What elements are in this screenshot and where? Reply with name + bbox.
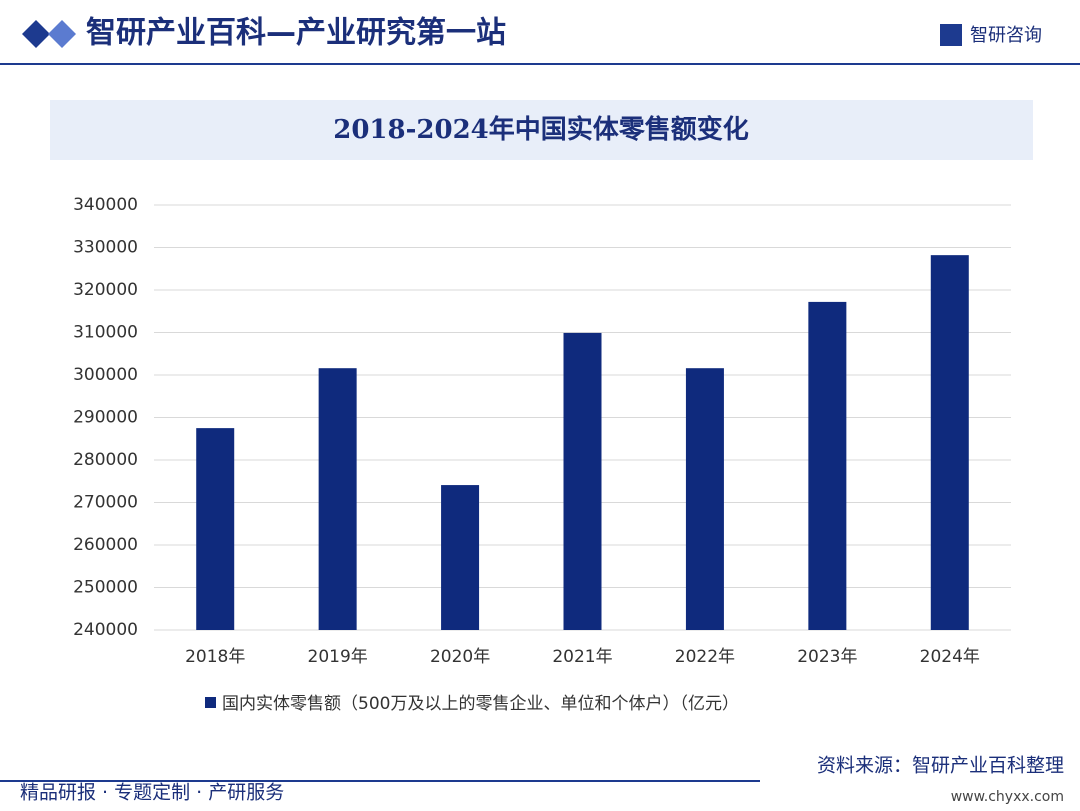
y-tick-label: 300000 — [73, 365, 138, 385]
title-panel — [50, 100, 1033, 160]
x-tick-label: 2018年 — [185, 647, 245, 667]
footer-slogan: 精品研报 · 专题定制 · 产研服务 — [20, 782, 284, 804]
bar — [318, 368, 357, 630]
legend-swatch — [205, 697, 216, 708]
bar — [930, 255, 969, 630]
x-tick-label: 2021年 — [552, 647, 612, 667]
y-tick-label: 330000 — [73, 238, 138, 258]
bar — [441, 485, 480, 630]
legend-label: 国内实体零售额（500万及以上的零售企业、单位和个体户）（亿元） — [222, 694, 739, 714]
y-tick-label: 290000 — [73, 408, 138, 428]
bar — [196, 428, 235, 630]
y-tick-label: 250000 — [73, 578, 138, 598]
x-tick-label: 2019年 — [308, 647, 368, 667]
y-tick-label: 240000 — [73, 620, 138, 640]
y-tick-label: 260000 — [73, 535, 138, 555]
x-tick-label: 2022年 — [675, 647, 735, 667]
logo-icon — [940, 24, 962, 46]
bar — [808, 301, 847, 630]
x-tick-label: 2024年 — [920, 647, 980, 667]
y-tick-label: 320000 — [73, 280, 138, 300]
y-tick-label: 340000 — [73, 195, 138, 215]
x-tick-label: 2020年 — [430, 647, 490, 667]
bar — [563, 332, 602, 630]
source: 资料来源：智研产业百科整理 — [817, 755, 1064, 777]
y-tick-label: 270000 — [73, 493, 138, 513]
y-tick-label: 280000 — [73, 450, 138, 470]
chart-title: 2018-2024年中国实体零售额变化 — [333, 114, 749, 145]
y-tick-label: 310000 — [73, 323, 138, 343]
header-title: 智研产业百科—产业研究第一站 — [86, 16, 506, 51]
bar — [685, 368, 724, 630]
x-tick-label: 2023年 — [797, 647, 857, 667]
logo-text: 智研咨询 — [970, 25, 1042, 46]
footer-url: www.chyxx.com — [951, 789, 1064, 805]
header-icon — [22, 20, 76, 48]
